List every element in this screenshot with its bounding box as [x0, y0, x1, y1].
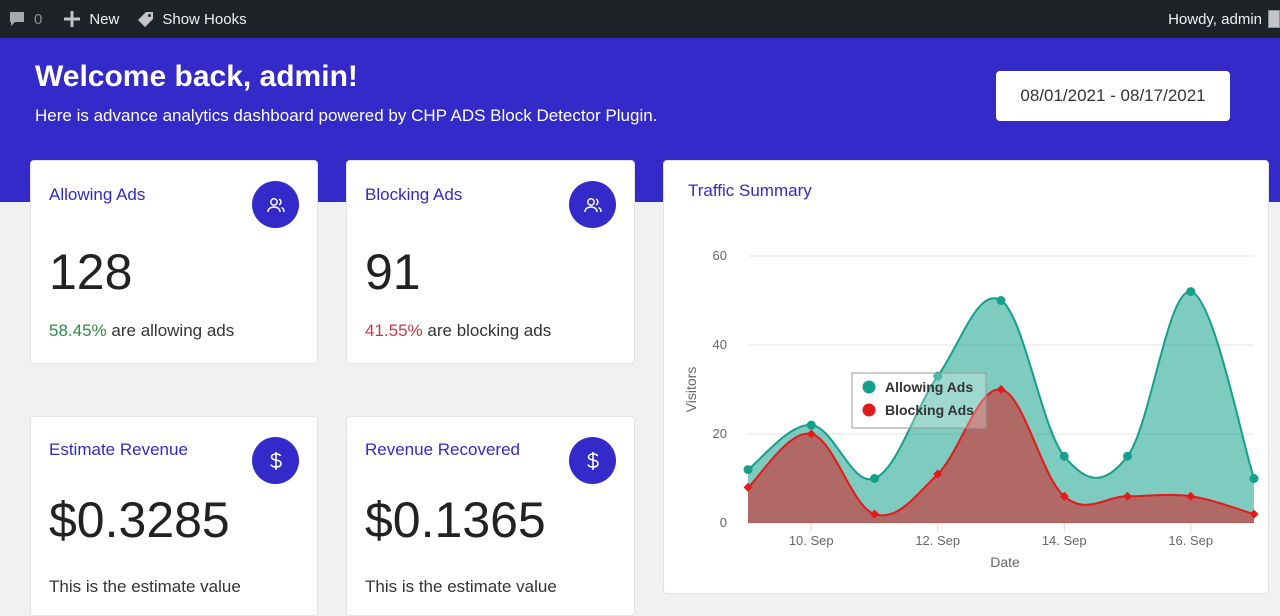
data-point: [996, 296, 1006, 305]
data-point: [1249, 509, 1259, 519]
page-title: Welcome back, admin!: [35, 60, 358, 93]
estimate-revenue-card: Estimate Revenue $0.3285 This is the est…: [30, 416, 318, 616]
legend-marker: [862, 380, 876, 394]
plus-icon: [64, 11, 81, 27]
card-title: Blocking Ads: [365, 185, 463, 204]
tag-icon: [137, 11, 154, 28]
dollar-icon: [252, 437, 299, 484]
estimate-revenue-note: This is the estimate value: [49, 577, 241, 596]
data-point: [743, 465, 753, 475]
comments-menu[interactable]: 0: [0, 0, 50, 38]
revenue-recovered-value: $0.1365: [365, 492, 546, 548]
howdy-text: Howdy, admin: [1168, 10, 1262, 28]
allowing-ads-card: Allowing Ads 128 58.45% are allowing ads: [30, 160, 318, 364]
traffic-summary-card: Traffic Summary 0 20 40 60 10. Sep 12. Sep 14.…: [663, 160, 1269, 594]
allowing-text: are allowing ads: [106, 321, 235, 340]
new-menu[interactable]: New: [56, 0, 127, 38]
data-point: [996, 385, 1006, 394]
series-line: [747, 290, 1255, 481]
y-tick-label: 20: [713, 426, 727, 441]
traffic-chart: 0 20 40 60 10. Sep 12. Sep 14. Sep 16. Sep Date V…: [683, 248, 1259, 570]
avatar: [1268, 10, 1280, 28]
data-point: [1123, 491, 1132, 501]
data-point: [743, 482, 753, 492]
data-point: [1186, 287, 1196, 297]
data-point: [870, 509, 879, 519]
card-title: Revenue Recovered: [365, 440, 520, 459]
x-tick-label: 14. Sep: [1042, 533, 1087, 548]
legend-label: Allowing Ads: [885, 379, 973, 395]
revenue-recovered-card: Revenue Recovered $0.1365 This is the es…: [346, 416, 635, 616]
data-point: [1059, 451, 1069, 461]
data-point: [1186, 491, 1196, 501]
show-hooks-menu[interactable]: Show Hooks: [129, 0, 254, 38]
comment-icon: [8, 10, 26, 28]
revenue-recovered-note: This is the estimate value: [365, 577, 557, 596]
x-tick-label: 12. Sep: [915, 533, 960, 548]
y-tick-label: 0: [720, 515, 727, 530]
series-line: [747, 388, 1255, 517]
blocking-percent: 41.55%: [365, 321, 423, 340]
data-point: [870, 474, 879, 483]
blocking-count: 91: [365, 244, 421, 300]
date-range-picker[interactable]: 08/01/2021 - 08/17/2021: [996, 71, 1230, 121]
data-point: [806, 420, 816, 430]
allowing-percent: 58.45%: [49, 321, 107, 340]
page-subtitle: Here is advance analytics dashboard powe…: [35, 106, 658, 125]
card-title: Estimate Revenue: [49, 440, 188, 459]
data-point: [1123, 451, 1132, 461]
users-icon: [252, 181, 299, 228]
data-point: [1059, 491, 1069, 501]
y-tick-label: 40: [713, 337, 727, 352]
data-point: [933, 469, 943, 479]
data-point: [806, 429, 816, 439]
x-tick-label: 16. Sep: [1168, 533, 1213, 548]
show-hooks-label: Show Hooks: [162, 10, 247, 28]
chart-title: Traffic Summary: [688, 181, 812, 200]
legend-marker: [862, 403, 876, 417]
comments-count: 0: [34, 10, 43, 28]
y-axis-title: Visitors: [683, 367, 699, 413]
legend-label: Blocking Ads: [885, 402, 974, 418]
allowing-count: 128: [49, 244, 133, 300]
data-point: [933, 371, 943, 381]
x-tick-label: 10. Sep: [789, 533, 834, 548]
y-tick-label: 60: [713, 248, 727, 263]
estimate-revenue-value: $0.3285: [49, 492, 230, 548]
blocking-text: are blocking ads: [422, 321, 552, 340]
blocking-ads-card: Blocking Ads 91 41.55% are blocking ads: [346, 160, 635, 364]
users-icon: [569, 181, 616, 228]
new-label: New: [89, 10, 120, 28]
blocking-summary: 41.55% are blocking ads: [365, 321, 551, 341]
account-menu[interactable]: Howdy, admin: [1168, 10, 1280, 28]
allowing-summary: 58.45% are allowing ads: [49, 321, 234, 341]
admin-bar: 0 New Show Hooks Howdy, admin: [0, 0, 1280, 38]
x-axis-title: Date: [990, 554, 1020, 570]
data-point: [1249, 474, 1259, 483]
legend-box: [851, 372, 987, 429]
card-title: Allowing Ads: [49, 185, 146, 204]
dollar-icon: [569, 437, 616, 484]
series-area: [748, 389, 1254, 523]
